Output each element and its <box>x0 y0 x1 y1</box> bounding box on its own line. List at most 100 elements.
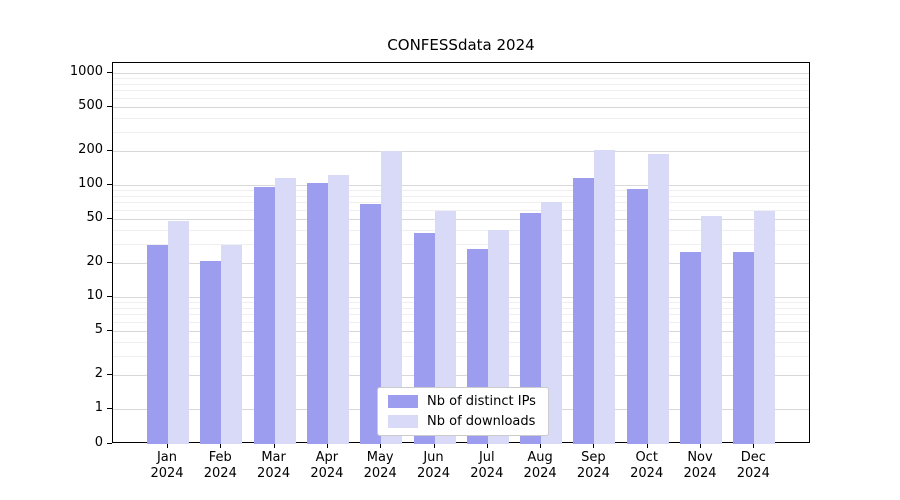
x-tick-label: Jan 2024 <box>132 450 202 482</box>
x-tick-year: 2024 <box>363 466 397 481</box>
x-tick-month: Jun <box>423 450 444 465</box>
x-tick-year: 2024 <box>630 466 664 481</box>
x-tick-month: Apr <box>315 450 339 465</box>
grid-line-minor <box>113 209 809 211</box>
x-tick-month: Oct <box>635 450 658 465</box>
bar-distinct-ips <box>147 245 168 444</box>
x-tick-mark <box>486 444 488 448</box>
x-tick-label: Sep 2024 <box>558 450 628 482</box>
y-tick-label: 100 <box>78 176 103 191</box>
bar-downloads <box>327 175 349 444</box>
x-tick-mark <box>646 444 648 448</box>
legend-label: Nb of downloads <box>427 414 536 429</box>
y-tick-mark <box>107 374 112 376</box>
x-tick-label: May 2024 <box>345 450 415 482</box>
grid-line-minor <box>113 83 809 85</box>
x-tick-mark <box>220 444 222 448</box>
y-tick-mark <box>107 262 112 264</box>
x-tick-month: May <box>366 450 394 465</box>
grid-line-major <box>113 375 809 377</box>
legend-label: Nb of distinct IPs <box>427 394 536 409</box>
x-tick-label: Nov 2024 <box>665 450 735 482</box>
x-tick-year: 2024 <box>416 466 451 481</box>
y-tick-label: 200 <box>78 142 103 158</box>
x-tick-label: Jul 2024 <box>452 450 522 482</box>
x-tick-label: Jun 2024 <box>399 450 469 482</box>
bar-downloads <box>754 211 776 444</box>
bar-distinct-ips <box>520 213 542 444</box>
x-tick-mark <box>326 444 328 448</box>
x-tick-year: 2024 <box>470 466 504 481</box>
y-tick-mark <box>107 329 112 331</box>
x-tick-year: 2024 <box>576 466 610 481</box>
legend-swatch <box>388 415 418 428</box>
grid-line-minor <box>113 117 809 119</box>
bar-downloads <box>168 220 189 444</box>
y-tick-mark <box>107 184 112 185</box>
y-tick-label: 5 <box>94 321 103 337</box>
bar-distinct-ips <box>680 252 701 444</box>
bar-distinct-ips <box>733 252 755 444</box>
x-tick-month: Jan <box>156 450 178 465</box>
x-tick-mark <box>753 444 755 448</box>
x-tick-month: Aug <box>527 450 553 465</box>
x-tick-year: 2024 <box>683 466 717 481</box>
grid-line-major <box>113 106 809 108</box>
x-tick-month: Feb <box>208 450 232 465</box>
grid-line-minor <box>113 90 809 92</box>
grid-line-major <box>113 185 809 186</box>
x-tick-month: Sep <box>581 450 606 465</box>
bar-downloads <box>647 154 669 444</box>
grid-line-minor <box>113 195 809 197</box>
y-tick-label: 0 <box>94 435 103 450</box>
grid-line-minor <box>113 314 809 316</box>
x-tick-mark <box>380 444 382 448</box>
x-tick-mark <box>593 444 595 448</box>
grid-line-minor <box>113 202 809 204</box>
y-tick-label: 2 <box>94 366 103 382</box>
bar-distinct-ips <box>573 178 595 444</box>
grid-line-major <box>113 297 809 298</box>
x-tick-label: Apr 2024 <box>292 450 362 482</box>
y-tick-label: 20 <box>86 254 103 270</box>
x-tick-year: 2024 <box>203 466 237 481</box>
grid-line-major <box>113 218 809 220</box>
legend-item-downloads: Nb of downloads <box>388 414 536 429</box>
y-tick-label: 1000 <box>69 64 103 79</box>
bar-downloads <box>221 245 243 444</box>
bar-downloads <box>381 151 403 444</box>
plot-area <box>112 62 810 444</box>
y-tick-mark <box>107 408 112 409</box>
x-tick-mark <box>540 444 542 448</box>
grid-line-major <box>113 73 809 74</box>
x-tick-mark <box>273 444 275 448</box>
x-tick-mark <box>433 444 435 448</box>
x-tick-month: Nov <box>687 450 713 465</box>
bar-distinct-ips <box>360 203 382 444</box>
grid-line-minor <box>113 321 809 323</box>
y-tick-label: 1 <box>94 400 103 415</box>
bar-downloads <box>434 211 456 444</box>
grid-line-minor <box>113 302 809 304</box>
grid-line-minor <box>113 355 809 357</box>
bar-distinct-ips <box>200 260 222 444</box>
legend-item-distinct-ips: Nb of distinct IPs <box>388 394 536 409</box>
grid-line-minor <box>113 341 809 343</box>
grid-line-minor <box>113 307 809 309</box>
grid-line-major <box>113 263 809 265</box>
grid-line-minor <box>113 229 809 231</box>
y-tick-mark <box>107 296 112 297</box>
x-tick-label: Aug 2024 <box>505 450 575 482</box>
bar-distinct-ips <box>306 182 328 444</box>
y-tick-label: 50 <box>86 209 103 225</box>
x-tick-year: 2024 <box>310 466 344 481</box>
bar-downloads <box>541 202 563 444</box>
y-tick-label: 10 <box>86 288 103 303</box>
y-tick-mark <box>107 217 112 219</box>
bar-distinct-ips <box>253 187 275 444</box>
x-tick-label: Oct 2024 <box>612 450 682 482</box>
x-tick-year: 2024 <box>257 466 291 481</box>
bar-downloads <box>594 150 616 444</box>
x-tick-month: Mar <box>261 450 286 465</box>
